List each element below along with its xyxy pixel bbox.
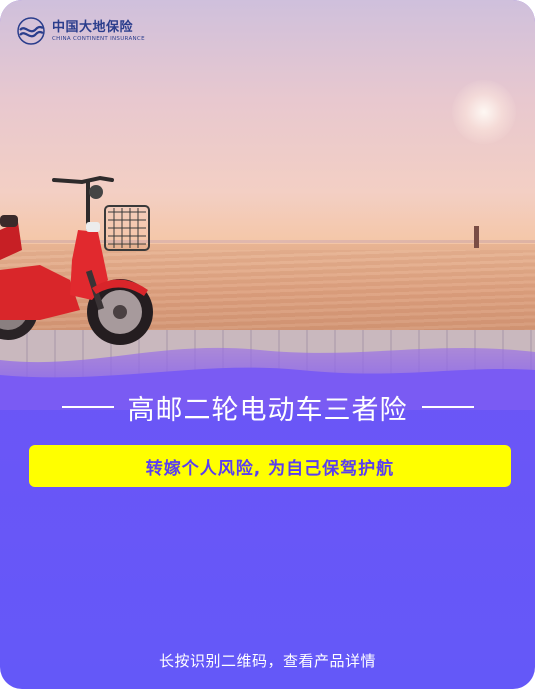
title-dash-left <box>61 406 114 408</box>
page-title: 高邮二轮电动车三者险 <box>127 394 408 426</box>
electric-scooter-illustration <box>0 175 153 345</box>
wave-logo-icon <box>17 17 45 45</box>
brand-name-cn: 中国大地保险 <box>52 19 134 35</box>
footer-qr-hint: 长按识别二维码，查看产品详情 <box>158 652 376 670</box>
tagline-banner: 转嫁个人风险, 为自己保驾护航 <box>29 445 511 487</box>
beach-post <box>474 226 479 248</box>
horizon <box>0 240 535 243</box>
brand-logo: 中国大地保险 CHINA CONTINENT INSURANCE <box>16 16 145 46</box>
wave-divider <box>0 347 535 410</box>
title-row: 高邮二轮电动车三者险 <box>0 387 535 427</box>
brand-name-en: CHINA CONTINENT INSURANCE <box>52 35 145 42</box>
title-dash-right <box>421 406 474 408</box>
sun <box>452 80 516 144</box>
